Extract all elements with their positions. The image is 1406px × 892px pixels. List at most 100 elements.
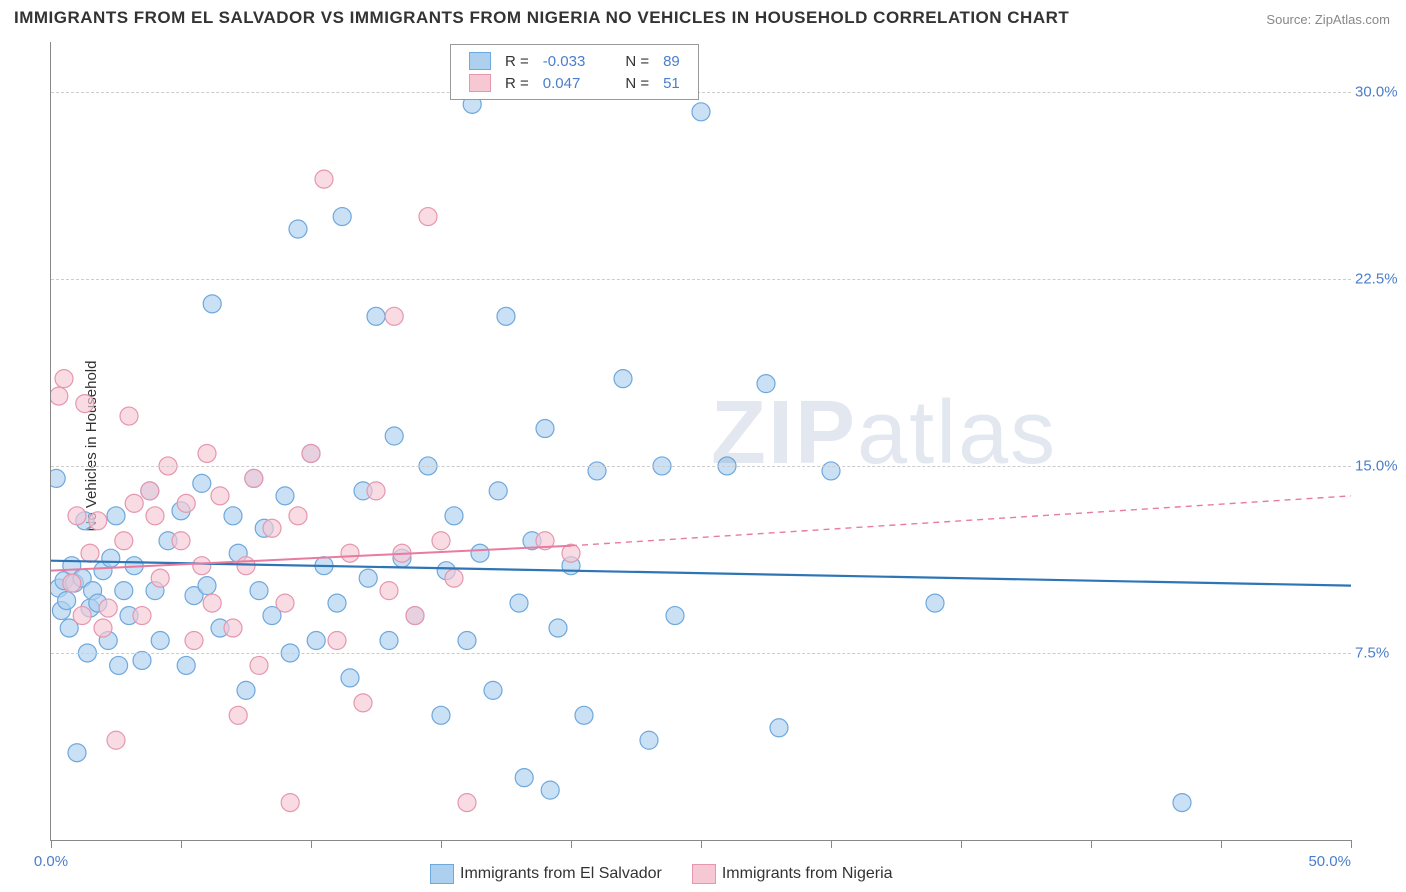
scatter-point: [328, 594, 346, 612]
scatter-point: [73, 607, 91, 625]
scatter-point: [120, 407, 138, 425]
scatter-point: [575, 706, 593, 724]
x-tick: [181, 840, 182, 848]
scatter-point: [151, 569, 169, 587]
scatter-point: [367, 307, 385, 325]
x-tick: [571, 840, 572, 848]
scatter-point: [99, 599, 117, 617]
scatter-point: [224, 507, 242, 525]
scatter-point: [193, 474, 211, 492]
scatter-point: [58, 592, 76, 610]
scatter-point: [224, 619, 242, 637]
legend-item: Immigrants from Nigeria: [692, 864, 893, 884]
gridline: [51, 279, 1351, 280]
scatter-point: [250, 582, 268, 600]
scatter-point: [380, 582, 398, 600]
scatter-point: [385, 307, 403, 325]
scatter-point: [203, 295, 221, 313]
scatter-point: [458, 794, 476, 812]
scatter-point: [76, 395, 94, 413]
scatter-point: [484, 681, 502, 699]
scatter-point: [588, 462, 606, 480]
scatter-point: [276, 487, 294, 505]
scatter-svg: [51, 42, 1351, 840]
scatter-point: [89, 512, 107, 530]
scatter-point: [177, 494, 195, 512]
scatter-point: [198, 577, 216, 595]
scatter-point: [133, 651, 151, 669]
gridline: [51, 92, 1351, 93]
x-tick: [701, 840, 702, 848]
scatter-point: [333, 208, 351, 226]
x-tick-label: 0.0%: [34, 853, 68, 870]
scatter-point: [541, 781, 559, 799]
scatter-point: [315, 170, 333, 188]
chart-title: IMMIGRANTS FROM EL SALVADOR VS IMMIGRANT…: [14, 8, 1069, 28]
scatter-point: [341, 669, 359, 687]
y-tick-label: 15.0%: [1355, 457, 1405, 474]
scatter-point: [151, 632, 169, 650]
scatter-point: [432, 706, 450, 724]
scatter-point: [302, 444, 320, 462]
scatter-point: [385, 427, 403, 445]
legend-table: R = -0.033 N = 89 R = 0.047 N = 51: [461, 49, 688, 95]
scatter-point: [367, 482, 385, 500]
scatter-point: [125, 494, 143, 512]
scatter-point: [203, 594, 221, 612]
scatter-point: [107, 507, 125, 525]
scatter-point: [458, 632, 476, 650]
scatter-point: [193, 557, 211, 575]
correlation-legend: R = -0.033 N = 89 R = 0.047 N = 51: [450, 44, 699, 100]
source-attribution: Source: ZipAtlas.com: [1266, 12, 1390, 27]
scatter-point: [406, 607, 424, 625]
scatter-point: [445, 507, 463, 525]
scatter-point: [536, 420, 554, 438]
series-legend: Immigrants from El SalvadorImmigrants fr…: [430, 864, 893, 884]
scatter-point: [1173, 794, 1191, 812]
scatter-point: [51, 469, 65, 487]
scatter-point: [770, 719, 788, 737]
scatter-point: [276, 594, 294, 612]
legend-swatch: [430, 864, 454, 884]
scatter-point: [307, 632, 325, 650]
source-value: ZipAtlas.com: [1315, 12, 1390, 27]
scatter-point: [289, 507, 307, 525]
scatter-point: [110, 656, 128, 674]
scatter-point: [666, 607, 684, 625]
x-tick: [51, 840, 52, 848]
x-tick: [1351, 840, 1352, 848]
scatter-point: [81, 544, 99, 562]
scatter-point: [94, 619, 112, 637]
scatter-point: [102, 549, 120, 567]
gridline: [51, 653, 1351, 654]
scatter-point: [141, 482, 159, 500]
legend-swatch: [692, 864, 716, 884]
scatter-point: [419, 208, 437, 226]
scatter-point: [692, 103, 710, 121]
scatter-point: [229, 706, 247, 724]
scatter-point: [237, 681, 255, 699]
scatter-point: [133, 607, 151, 625]
scatter-point: [432, 532, 450, 550]
scatter-point: [237, 557, 255, 575]
x-tick: [961, 840, 962, 848]
x-tick: [831, 840, 832, 848]
scatter-point: [177, 656, 195, 674]
scatter-point: [614, 370, 632, 388]
source-label: Source:: [1266, 12, 1311, 27]
scatter-point: [354, 694, 372, 712]
scatter-point: [211, 487, 229, 505]
scatter-point: [245, 469, 263, 487]
scatter-point: [55, 370, 73, 388]
x-tick: [1221, 840, 1222, 848]
scatter-point: [510, 594, 528, 612]
scatter-point: [289, 220, 307, 238]
scatter-point: [822, 462, 840, 480]
gridline: [51, 466, 1351, 467]
x-tick: [441, 840, 442, 848]
scatter-point: [250, 656, 268, 674]
scatter-point: [68, 744, 86, 762]
y-tick-label: 22.5%: [1355, 270, 1405, 287]
legend-label: Immigrants from Nigeria: [722, 865, 893, 882]
scatter-point: [328, 632, 346, 650]
